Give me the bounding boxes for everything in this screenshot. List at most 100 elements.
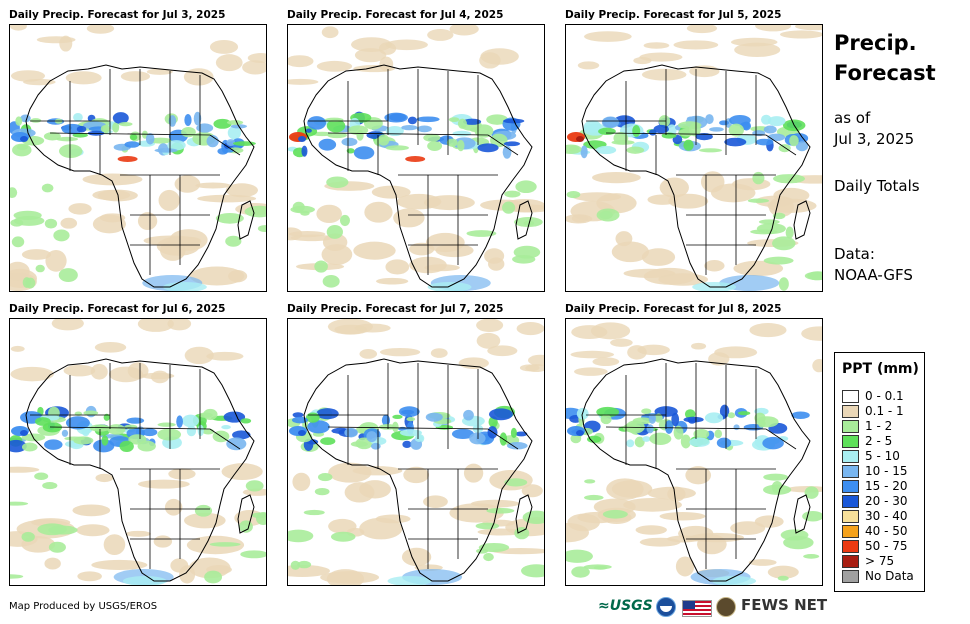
rain-patch [469,432,486,445]
rain-patch [124,424,138,430]
light-rain-patch [51,319,84,331]
rain-patch [11,236,25,248]
africa-map [288,25,544,291]
rain-patch [600,414,612,425]
rain-patch [758,219,780,225]
light-rain-patch [592,357,620,367]
rain-patch [634,436,645,448]
legend-label: 30 - 40 [865,509,908,523]
rain-patch [756,223,786,235]
legend-label: 20 - 30 [865,494,908,508]
rain-patch [194,504,213,517]
light-rain-patch [610,338,633,347]
rain-patch [451,428,474,440]
rain-patch [245,480,264,492]
rain-patch [327,132,347,139]
rain-patch [446,138,458,147]
legend-label: 1 - 2 [865,419,893,433]
rain-patch [353,146,375,160]
rain-patch [504,190,521,198]
rain-patch [626,439,635,448]
rain-patch [773,174,805,184]
light-rain-patch [801,326,822,341]
rain-patch [566,190,581,199]
light-rain-patch [403,466,430,484]
rain-patch [452,130,472,137]
rain-patch [510,427,517,439]
rain-patch [291,416,308,424]
light-rain-patch [292,472,311,492]
rain-patch [318,138,337,151]
rain-patch [580,145,588,159]
rain-patch [457,118,467,129]
light-rain-patch [704,260,725,272]
rain-patch [320,437,336,446]
light-rain-patch [45,249,67,272]
rain-patch [15,116,23,126]
rain-patch [292,201,305,213]
rain-patch [385,126,404,137]
as-of-text: as of Jul 3, 2025 [834,108,914,150]
rain-patch [772,236,796,251]
light-rain-patch [423,495,448,508]
rain-patch [758,419,766,428]
light-rain-patch [316,204,342,224]
light-rain-patch [364,201,393,223]
light-rain-patch [659,177,689,198]
light-rain-patch [153,535,173,548]
light-rain-patch [623,497,682,512]
rain-patch [148,137,173,144]
rain-patch [512,254,536,264]
rain-patch [162,282,207,291]
us-flag-icon [682,600,712,617]
legend-swatch [842,435,859,448]
rain-patch [44,218,58,229]
rain-patch [326,119,346,133]
rain-patch [570,433,582,444]
light-rain-patch [641,68,687,81]
rain-patch [695,133,713,141]
rain-patch [307,420,330,434]
rain-patch [683,139,694,151]
rain-patch [737,411,751,416]
light-rain-patch [730,521,766,535]
light-rain-patch [354,48,387,63]
rain-patch [804,271,822,281]
rain-patch [477,143,499,153]
rain-patch [226,437,247,451]
rain-patch [387,576,432,585]
panel-title: Daily Precip. Forecast for Jul 4, 2025 [287,9,504,21]
rain-patch [346,148,355,154]
light-rain-patch [623,268,676,278]
light-rain-patch [596,193,637,214]
rain-patch [292,412,304,418]
rain-patch [196,123,214,133]
light-rain-patch [215,54,243,72]
rain-patch [112,112,129,124]
rain-patch [366,431,378,443]
rain-patch [341,137,358,147]
rain-patch [641,408,652,415]
rain-patch [186,425,197,437]
light-rain-patch [164,498,183,516]
light-rain-patch [120,71,151,82]
rain-patch [225,235,242,247]
rain-patch [73,436,94,445]
rain-patch [100,125,109,133]
rain-patch [58,268,78,282]
rain-patch [398,406,420,418]
rain-patch [213,118,232,129]
rain-patch [61,123,84,135]
light-rain-patch [189,266,245,286]
fews-net-logo: FEWS NET [741,596,828,614]
rain-patch [303,509,325,516]
light-rain-patch [673,40,719,50]
light-rain-patch [643,42,670,49]
rain-patch [724,137,747,147]
rain-patch [632,125,641,138]
rain-patch [427,141,443,151]
light-rain-patch [108,366,144,383]
rain-patch [103,413,110,421]
light-rain-patch [10,345,25,352]
